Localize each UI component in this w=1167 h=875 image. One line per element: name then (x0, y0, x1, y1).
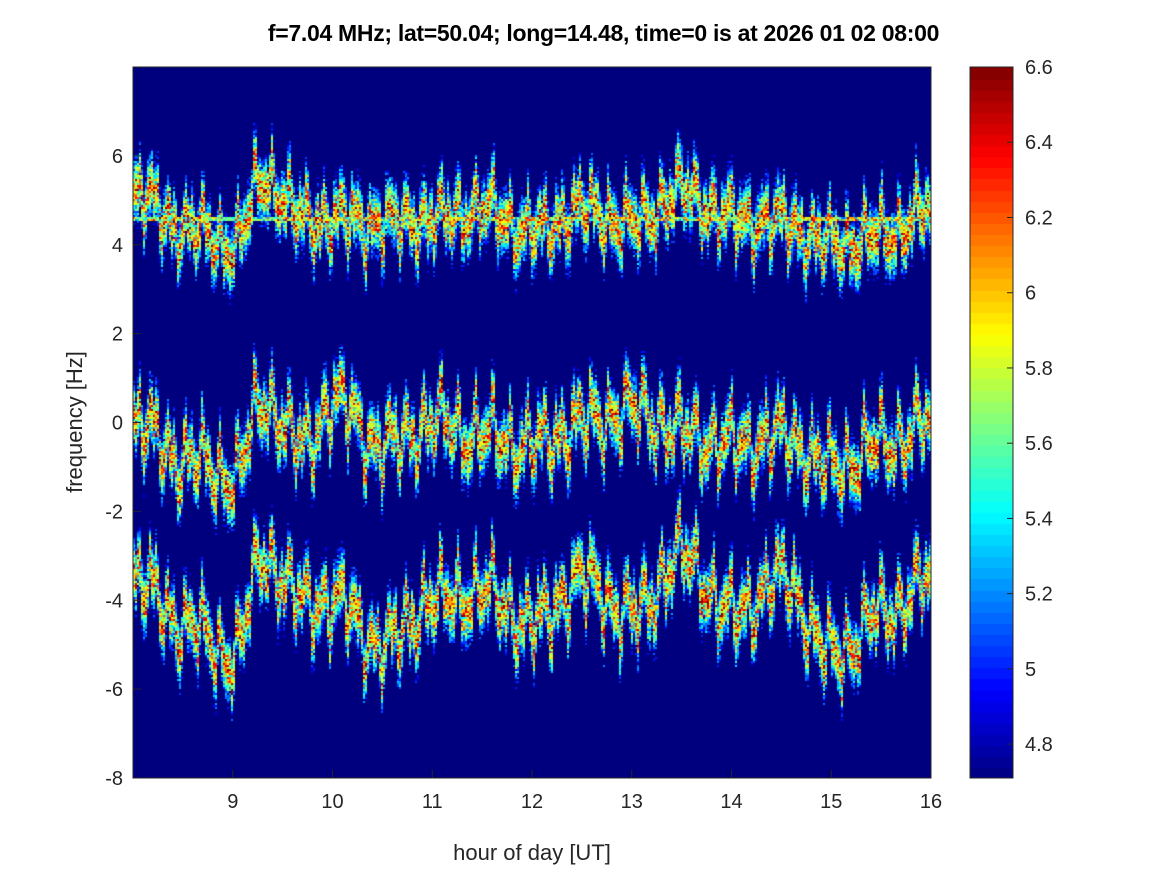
colorbar-tick-label: 5.8 (1025, 358, 1053, 380)
x-tick-label: 15 (820, 791, 842, 813)
colorbar-tick-label: 5.2 (1025, 584, 1053, 606)
colorbar (970, 67, 1013, 778)
x-tick-label: 13 (621, 791, 643, 813)
colorbar-tick-label: 6.2 (1025, 207, 1053, 229)
x-tick-label: 10 (321, 791, 343, 813)
y-tick-label: -8 (105, 768, 123, 790)
x-tick-label: 9 (227, 791, 238, 813)
x-axis-label: hour of day [UT] (453, 840, 611, 865)
chart-title: f=7.04 MHz; lat=50.04; long=14.48, time=… (267, 20, 940, 46)
colorbar-frame (969, 66, 1014, 779)
colorbar-tick-label: 4.8 (1025, 734, 1053, 756)
x-tick-label: 16 (920, 791, 942, 813)
colorbar-tick-label: 5.6 (1025, 433, 1053, 455)
y-tick-label: 0 (112, 413, 123, 435)
y-tick-label: 2 (112, 324, 123, 346)
y-tick-label: -2 (105, 501, 123, 523)
y-tick-label: 4 (112, 235, 123, 257)
colorbar-tick-label: 6.4 (1025, 132, 1053, 154)
y-axis-label: frequency [Hz] (62, 351, 87, 493)
colorbar-tick-label: 5.4 (1025, 508, 1053, 530)
colorbar-tick-label: 6.6 (1025, 57, 1053, 79)
colorbar-tick-label: 5 (1025, 659, 1036, 681)
colorbar-tick-label: 6 (1025, 283, 1036, 305)
spectrogram-heatmap (133, 67, 931, 778)
x-tick-label: 11 (422, 791, 443, 813)
plot-frame (132, 66, 932, 779)
y-tick-label: -6 (105, 679, 123, 701)
y-tick-label: 6 (112, 146, 123, 168)
x-tick-label: 12 (521, 791, 543, 813)
x-tick-label: 14 (720, 791, 742, 813)
y-tick-label: -4 (105, 590, 123, 612)
